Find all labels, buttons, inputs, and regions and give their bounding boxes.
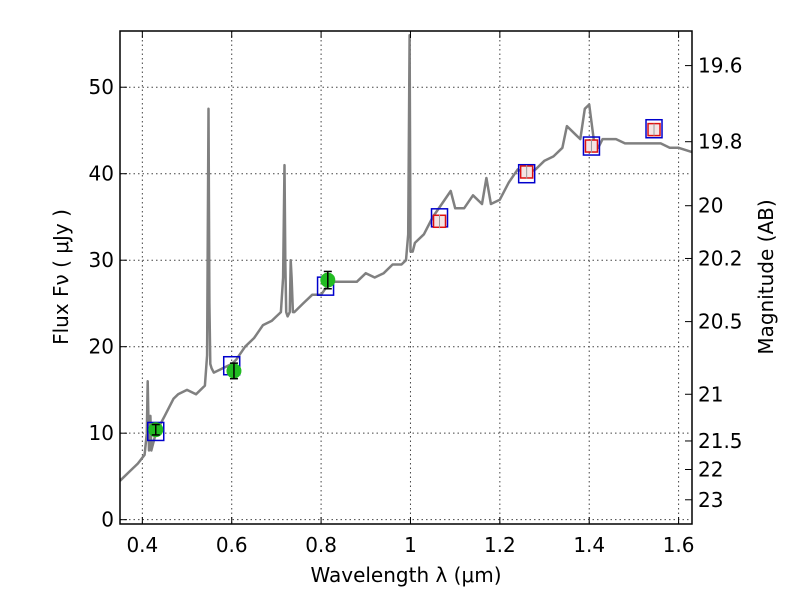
y2-tick-label: 23 bbox=[698, 488, 723, 512]
y2-tick-label: 21 bbox=[698, 382, 723, 406]
y2-tick-label: 22 bbox=[698, 458, 723, 482]
y-tick-label: 20 bbox=[89, 335, 114, 359]
y2-tick-label: 19.8 bbox=[698, 130, 743, 154]
model-square-point bbox=[517, 163, 536, 184]
x-axis-title: Wavelength λ (μm) bbox=[310, 563, 501, 587]
x-tick-label: 0.6 bbox=[216, 533, 248, 557]
y2-tick-label: 20.2 bbox=[698, 246, 743, 270]
y-tick-label: 50 bbox=[89, 75, 114, 99]
y-tick-label: 10 bbox=[89, 421, 114, 445]
spectrum-line bbox=[120, 34, 692, 482]
x-tick-label: 0.4 bbox=[126, 533, 158, 557]
data-layer bbox=[120, 34, 692, 482]
y-tick-label: 30 bbox=[89, 248, 114, 272]
grid bbox=[120, 31, 692, 524]
y2-tick-label: 21.5 bbox=[698, 429, 743, 453]
y2-axis-title: Magnitude (AB) bbox=[754, 199, 778, 354]
x-tick-label: 1 bbox=[404, 533, 417, 557]
y-tick-label: 40 bbox=[89, 162, 114, 186]
plot-frame bbox=[119, 30, 693, 525]
model-square-point bbox=[582, 136, 601, 156]
y-axis-title: Flux Fν ( μJy ) bbox=[49, 209, 73, 345]
axes: 0.4 0.6 0.8 1 1.2 1.4 1.6 0 10 20 30 40 50 19.6 19.8 20… bbox=[89, 31, 743, 557]
x-tick-label: 0.8 bbox=[305, 533, 337, 557]
y2-tick-label: 19.6 bbox=[698, 54, 743, 78]
y-tick-label: 0 bbox=[101, 508, 114, 532]
model-square-point bbox=[645, 118, 663, 139]
x-tick-label: 1.2 bbox=[484, 533, 516, 557]
y2-tick-label: 20.5 bbox=[698, 310, 743, 334]
y2-tick-label: 20 bbox=[698, 194, 723, 218]
x-tick-label: 1.6 bbox=[663, 533, 695, 557]
x-tick-label: 1.4 bbox=[573, 533, 605, 557]
